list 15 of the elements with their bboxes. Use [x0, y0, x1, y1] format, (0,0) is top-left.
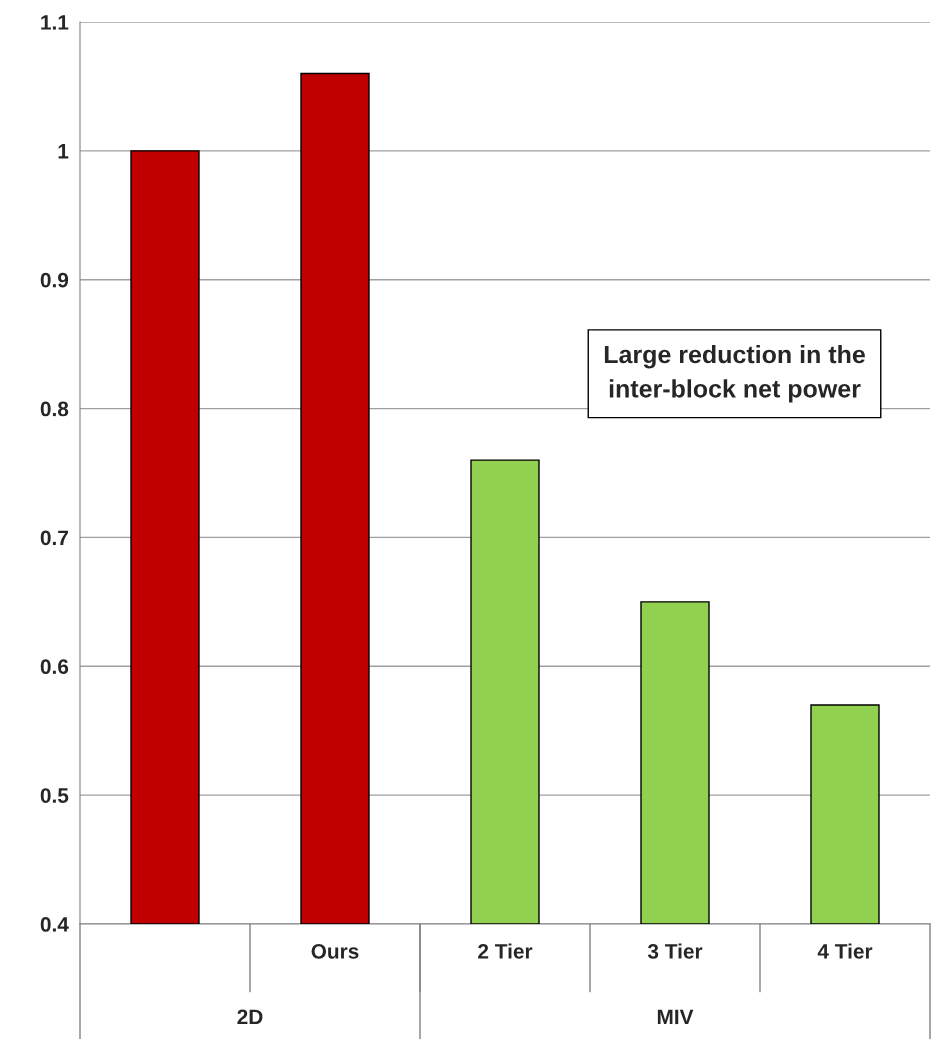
- x-tick-label: 4 Tier: [817, 943, 873, 959]
- x-tick-label: 2 Tier: [478, 943, 533, 959]
- text: 2D: [237, 1009, 263, 1025]
- y-tick-label: 0.6: [40, 659, 69, 675]
- y-tick-label: 0.4: [40, 917, 69, 932]
- x-tick-label: 3 Tier: [647, 943, 703, 959]
- y-tick-label: 1: [58, 144, 69, 159]
- y-tick-label: 0.5: [40, 788, 69, 803]
- text: MIV: [657, 1009, 694, 1025]
- y-tick-label: 0.7: [40, 530, 68, 546]
- annotation: Large reduction in the inter-block net power: [604, 344, 865, 403]
- y-tick-label: 0.8: [40, 401, 69, 417]
- y-tick-label: 0.9: [40, 272, 69, 288]
- y-tick-label: 1.1: [41, 15, 69, 30]
- x-tick-label: Ours: [311, 943, 359, 959]
